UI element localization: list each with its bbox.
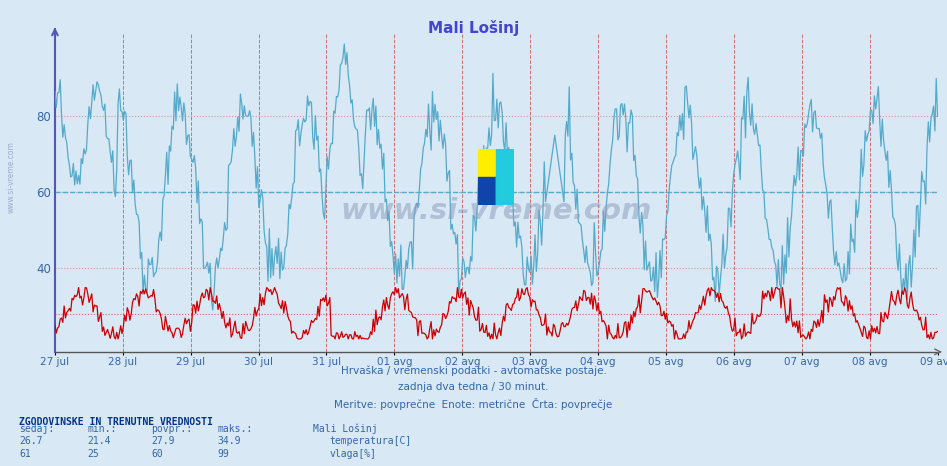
Text: min.:: min.: bbox=[87, 424, 116, 433]
Polygon shape bbox=[496, 149, 514, 205]
Text: 21.4: 21.4 bbox=[87, 436, 111, 445]
Text: www.si-vreme.com: www.si-vreme.com bbox=[7, 141, 16, 213]
Text: Mali Lošinj: Mali Lošinj bbox=[313, 423, 377, 433]
Text: zadnja dva tedna / 30 minut.: zadnja dva tedna / 30 minut. bbox=[399, 382, 548, 392]
Text: www.si-vreme.com: www.si-vreme.com bbox=[341, 198, 652, 226]
Text: Mali Lošinj: Mali Lošinj bbox=[428, 20, 519, 35]
Bar bbox=[478, 149, 496, 177]
Text: 61: 61 bbox=[19, 449, 30, 459]
Bar bbox=[478, 177, 514, 205]
Text: Meritve: povprečne  Enote: metrične  Črta: povprečje: Meritve: povprečne Enote: metrične Črta:… bbox=[334, 398, 613, 411]
Text: 26.7: 26.7 bbox=[19, 436, 43, 445]
Text: sedaj:: sedaj: bbox=[19, 424, 54, 433]
Text: povpr.:: povpr.: bbox=[152, 424, 192, 433]
Bar bbox=[496, 149, 514, 177]
Text: 34.9: 34.9 bbox=[218, 436, 241, 445]
Text: Hrvaška / vremenski podatki - avtomatske postaje.: Hrvaška / vremenski podatki - avtomatske… bbox=[341, 366, 606, 377]
Text: 25: 25 bbox=[87, 449, 98, 459]
Text: ZGODOVINSKE IN TRENUTNE VREDNOSTI: ZGODOVINSKE IN TRENUTNE VREDNOSTI bbox=[19, 417, 213, 427]
Text: vlaga[%]: vlaga[%] bbox=[330, 449, 377, 459]
Text: temperatura[C]: temperatura[C] bbox=[330, 436, 412, 445]
Text: maks.:: maks.: bbox=[218, 424, 253, 433]
Text: 99: 99 bbox=[218, 449, 229, 459]
Text: 27.9: 27.9 bbox=[152, 436, 175, 445]
Text: 60: 60 bbox=[152, 449, 163, 459]
